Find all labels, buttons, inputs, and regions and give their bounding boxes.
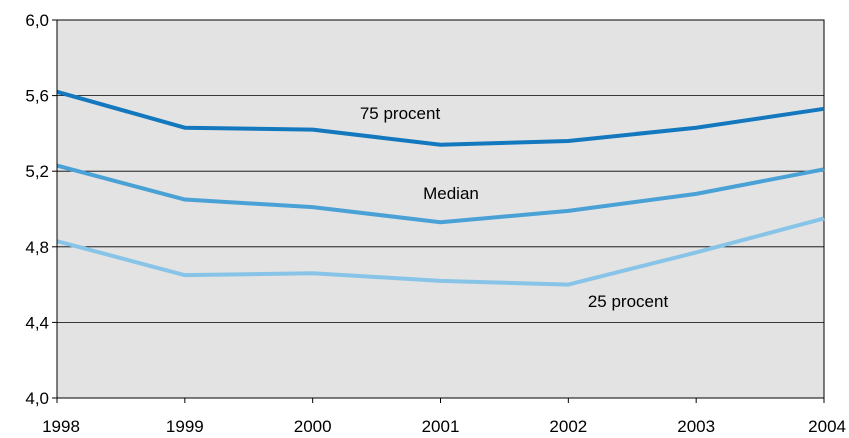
x-tick-label: 1998 <box>42 417 80 436</box>
x-tick-label: 2003 <box>677 417 715 436</box>
series-labels: 75 procent Median 25 procent <box>360 104 669 311</box>
x-tick-label: 2002 <box>549 417 587 436</box>
axes: 4,0 4,4 4,8 5,2 5,6 6,0 1998 1999 2000 2001 2002 20… <box>25 11 846 436</box>
gridlines <box>57 95 824 323</box>
y-tick-label: 4,4 <box>25 313 49 332</box>
y-tick-label: 5,6 <box>25 87 49 106</box>
series-label: 25 procent <box>588 292 669 311</box>
x-tick-label: 2000 <box>294 417 332 436</box>
y-tick-label: 5,2 <box>25 162 49 181</box>
series-line-1 <box>56 163 825 225</box>
series-line-0 <box>56 89 825 147</box>
series-lines <box>56 89 825 287</box>
y-tick-label: 6,0 <box>25 11 49 30</box>
series-label: Median <box>423 184 479 203</box>
series-line-2 <box>56 216 825 287</box>
x-tick-label: 2004 <box>808 417 846 436</box>
y-tick-label: 4,8 <box>25 238 49 257</box>
y-tick-label: 4,0 <box>25 389 49 408</box>
x-tick-label: 2001 <box>422 417 460 436</box>
plot-area <box>56 19 825 399</box>
series-label: 75 procent <box>360 104 441 123</box>
x-tick-label: 1999 <box>166 417 204 436</box>
